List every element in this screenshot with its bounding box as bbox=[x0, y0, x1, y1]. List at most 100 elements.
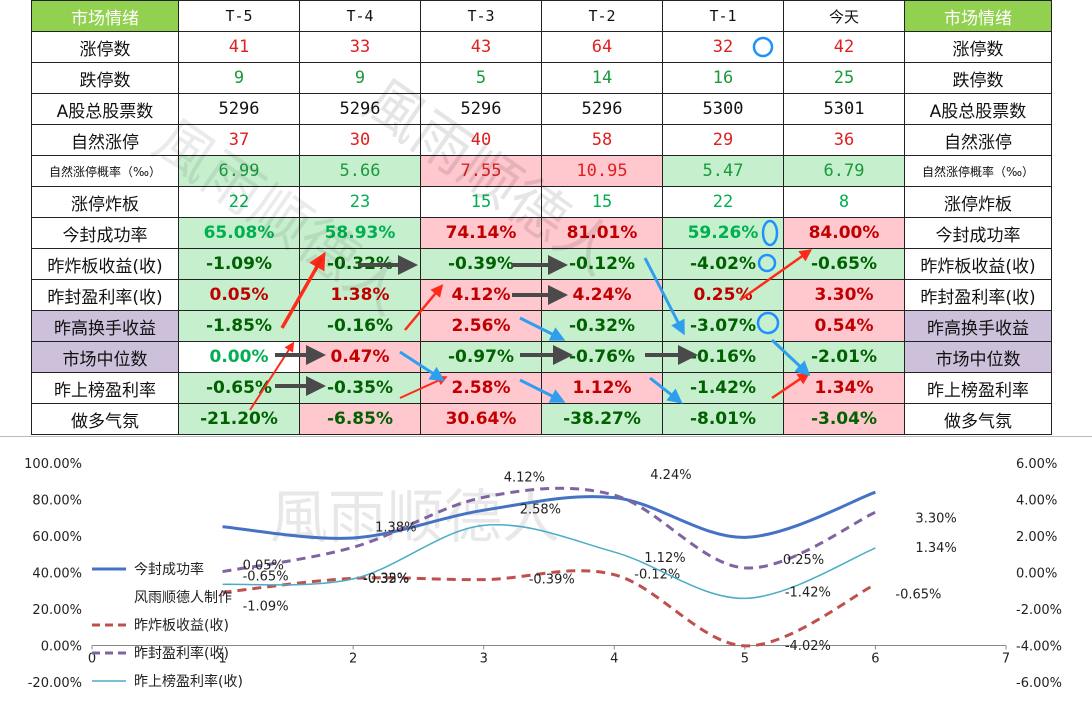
value-cell: -6.85% bbox=[299, 403, 421, 435]
row-label-right: 今封成功率 bbox=[904, 217, 1052, 249]
y-left-tick-label: 100.00% bbox=[24, 457, 82, 472]
row-label-right: 市场中位数 bbox=[904, 341, 1052, 373]
y-right-tick-label: 2.00% bbox=[1016, 530, 1057, 545]
value-cell: 5 bbox=[420, 62, 542, 94]
y-right-tick-label: -4.00% bbox=[1016, 640, 1062, 655]
data-label: 0.05% bbox=[243, 559, 284, 574]
value-cell: -0.39% bbox=[420, 248, 542, 280]
value-cell: 6.99 bbox=[178, 155, 300, 187]
row-label: 自然涨停概率（‰） bbox=[31, 155, 179, 187]
table-row: 自然涨停 37 30 40 58 29 36 自然涨停 bbox=[31, 124, 1052, 156]
value-cell: 5.47 bbox=[662, 155, 784, 187]
value-cell: 1.12% bbox=[541, 372, 663, 404]
data-label: -4.02% bbox=[785, 639, 831, 654]
value-cell: -0.65% bbox=[783, 248, 905, 280]
data-label: -0.12% bbox=[634, 568, 680, 583]
data-label: 2.58% bbox=[520, 502, 561, 517]
watermark: 風雨顺德人 bbox=[270, 483, 560, 551]
value-cell: -1.85% bbox=[178, 310, 300, 342]
x-tick-label: 6 bbox=[871, 652, 879, 667]
value-cell: -3.07% bbox=[662, 310, 784, 342]
value-cell: -0.76% bbox=[541, 341, 663, 373]
value-cell: 22 bbox=[178, 186, 300, 218]
header-label: 市场情绪 bbox=[31, 0, 179, 32]
value-cell: -0.16% bbox=[662, 341, 784, 373]
y-right-tick-label: -2.00% bbox=[1016, 603, 1062, 618]
value-cell: 5.66 bbox=[299, 155, 421, 187]
table-row: 昨上榜盈利率 -0.65% -0.35% 2.58% 1.12% -1.42% 1.34% 昨… bbox=[31, 372, 1052, 404]
y-left-tick-label: 60.00% bbox=[32, 530, 82, 545]
value-cell: 5296 bbox=[541, 93, 663, 125]
value-cell: 42 bbox=[783, 31, 905, 63]
series-line bbox=[222, 490, 876, 540]
value-cell: 15 bbox=[420, 186, 542, 218]
value-cell: -2.01% bbox=[783, 341, 905, 373]
value-cell: 0.54% bbox=[783, 310, 905, 342]
value-cell: -0.65% bbox=[178, 372, 300, 404]
value-cell: 59.26% bbox=[662, 217, 784, 249]
row-label: 昨上榜盈利率 bbox=[31, 372, 179, 404]
value-cell: 5300 bbox=[662, 93, 784, 125]
value-cell: 25 bbox=[783, 62, 905, 94]
value-cell: 16 bbox=[662, 62, 784, 94]
data-label: 4.12% bbox=[504, 470, 545, 485]
y-right-tick-label: -6.00% bbox=[1016, 676, 1062, 691]
value-cell: -0.16% bbox=[299, 310, 421, 342]
table-row: 今封成功率 65.08% 58.93% 74.14% 81.01% 59.26% 84.00… bbox=[31, 217, 1052, 249]
row-label: 做多气氛 bbox=[31, 403, 179, 435]
market-sentiment-table: 市场情绪 T-5 T-4 T-3 T-2 T-1 今天 市场情绪 涨停数 41 33 43 64 32 42… bbox=[31, 0, 1052, 435]
value-cell: 74.14% bbox=[420, 217, 542, 249]
data-label: 0.25% bbox=[783, 553, 824, 568]
data-label: 3.30% bbox=[915, 511, 956, 526]
value-cell: 37 bbox=[178, 124, 300, 156]
row-label: 今封成功率 bbox=[31, 217, 179, 249]
value-cell: -38.27% bbox=[541, 403, 663, 435]
data-label: -0.39% bbox=[529, 573, 575, 588]
value-cell: 81.01% bbox=[541, 217, 663, 249]
y-left-tick-label: 20.00% bbox=[32, 603, 82, 618]
table-row: 自然涨停概率（‰） 6.99 5.66 7.55 10.95 5.47 6.79 自然涨停概率… bbox=[31, 155, 1052, 187]
row-label: 涨停数 bbox=[31, 31, 179, 63]
series-line bbox=[222, 524, 876, 600]
value-cell: 5301 bbox=[783, 93, 905, 125]
table-row: 做多气氛 -21.20% -6.85% 30.64% -38.27% -8.01% -3.0… bbox=[31, 403, 1052, 435]
row-label-right: 自然涨停概率（‰） bbox=[904, 155, 1052, 187]
table-row: 市场中位数 0.00% 0.47% -0.97% -0.76% -0.16% -2.01% 市… bbox=[31, 341, 1052, 373]
table-row: A股总股票数 5296 5296 5296 5296 5300 5301 A股总股票数 bbox=[31, 93, 1052, 125]
y-left-tick-label: 0.00% bbox=[41, 640, 82, 655]
value-cell: 7.55 bbox=[420, 155, 542, 187]
data-label: 1.38% bbox=[375, 520, 416, 535]
y-left-tick-label: -20.00% bbox=[28, 676, 82, 691]
value-cell: 3.30% bbox=[783, 279, 905, 311]
row-label-right: 昨封盈利率(收) bbox=[904, 279, 1052, 311]
table-row: 跌停数 9 9 5 14 16 25 跌停数 bbox=[31, 62, 1052, 94]
data-label: 4.24% bbox=[650, 468, 691, 483]
data-label: -0.35% bbox=[363, 572, 409, 587]
value-cell: 58 bbox=[541, 124, 663, 156]
value-cell: 0.25% bbox=[662, 279, 784, 311]
value-cell: -0.97% bbox=[420, 341, 542, 373]
value-cell: 40 bbox=[420, 124, 542, 156]
value-cell: -0.35% bbox=[299, 372, 421, 404]
value-cell: 0.05% bbox=[178, 279, 300, 311]
row-label-right: 跌停数 bbox=[904, 62, 1052, 94]
x-tick-label: 5 bbox=[741, 652, 749, 667]
table-row: 昨炸板收益(收) -1.09% -0.32% -0.39% -0.12% -4.02% -0… bbox=[31, 248, 1052, 280]
data-label: 1.12% bbox=[644, 551, 685, 566]
legend-label: 今封成功率 bbox=[134, 561, 204, 578]
value-cell: 1.38% bbox=[299, 279, 421, 311]
value-cell: 0.00% bbox=[178, 341, 300, 373]
value-cell: 23 bbox=[299, 186, 421, 218]
row-label-right: 做多气氛 bbox=[904, 403, 1052, 435]
row-label-right: 涨停炸板 bbox=[904, 186, 1052, 218]
value-cell: 4.24% bbox=[541, 279, 663, 311]
header-day: T-2 bbox=[541, 0, 663, 32]
header-day: T-4 bbox=[299, 0, 421, 32]
row-label-right: 昨高换手收益 bbox=[904, 310, 1052, 342]
row-label-right: 昨上榜盈利率 bbox=[904, 372, 1052, 404]
table-row: 涨停炸板 22 23 15 15 22 8 涨停炸板 bbox=[31, 186, 1052, 218]
data-label: -0.65% bbox=[243, 569, 289, 584]
x-tick-label: 3 bbox=[480, 652, 488, 667]
value-cell: 84.00% bbox=[783, 217, 905, 249]
row-label: 涨停炸板 bbox=[31, 186, 179, 218]
